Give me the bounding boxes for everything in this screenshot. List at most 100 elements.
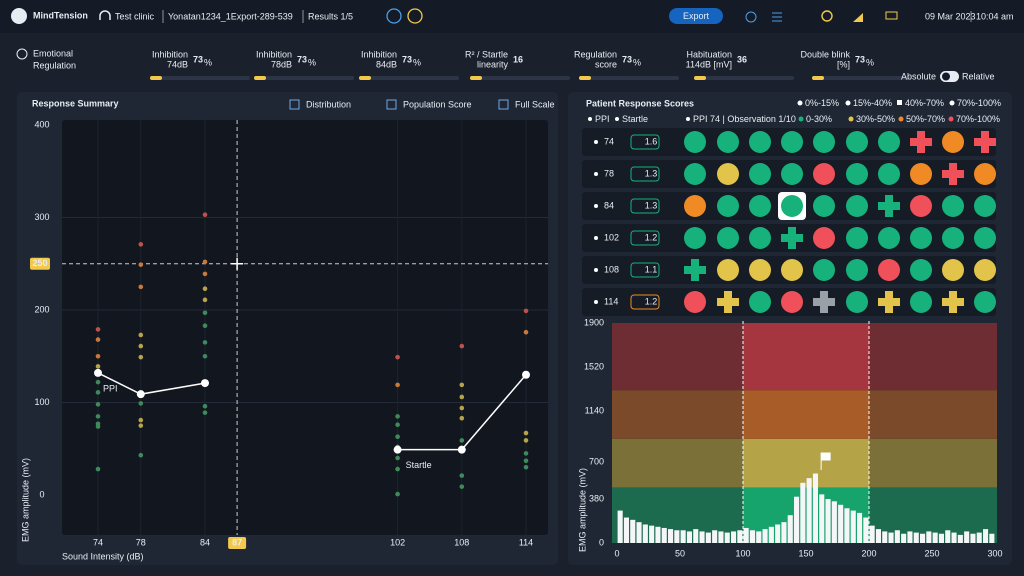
score-circle[interactable]: [846, 195, 868, 217]
toggle-relative[interactable]: Relative: [962, 71, 995, 81]
metric-unit: %: [308, 57, 316, 67]
score-circle[interactable]: [717, 131, 739, 153]
score-circle[interactable]: [684, 227, 706, 249]
score-circle[interactable]: [717, 163, 739, 185]
score-circle[interactable]: [813, 195, 835, 217]
score-circle[interactable]: [878, 259, 900, 281]
toggle-absolute[interactable]: Absolute: [901, 71, 936, 81]
profile-title: Emotional: [33, 48, 73, 58]
info-icon[interactable]: [745, 11, 757, 23]
score-circle[interactable]: [878, 227, 900, 249]
score-circle[interactable]: [878, 131, 900, 153]
score-circle[interactable]: [974, 227, 996, 249]
score-cross[interactable]: [781, 227, 803, 249]
score-circle[interactable]: [781, 291, 803, 313]
tool-button[interactable]: Distribution: [306, 99, 351, 109]
score-circle[interactable]: [749, 163, 771, 185]
score-circle[interactable]: [781, 131, 803, 153]
score-circle[interactable]: [813, 259, 835, 281]
score-circle[interactable]: [942, 227, 964, 249]
score-circle[interactable]: [846, 227, 868, 249]
y-tick-label: 1520: [584, 361, 604, 371]
score-circle[interactable]: [813, 163, 835, 185]
legend-icon: [897, 100, 902, 105]
score-circle[interactable]: [813, 227, 835, 249]
histogram-bar: [787, 515, 793, 543]
tool-button[interactable]: Full Scale: [515, 99, 555, 109]
score-circle[interactable]: [846, 291, 868, 313]
response-dot: [523, 464, 529, 470]
score-circle[interactable]: [781, 259, 803, 281]
prev-button[interactable]: [386, 8, 402, 24]
score-circle[interactable]: [749, 131, 771, 153]
score-cross[interactable]: [813, 291, 835, 313]
score-cross[interactable]: [878, 291, 900, 313]
score-cross[interactable]: [717, 291, 739, 313]
histogram-bar: [857, 512, 863, 543]
score-circle[interactable]: [717, 227, 739, 249]
score-circle[interactable]: [942, 131, 964, 153]
histogram-bar: [869, 525, 875, 543]
score-circle[interactable]: [749, 259, 771, 281]
row-marker: [594, 300, 598, 304]
next-button[interactable]: [407, 8, 423, 24]
response-point: [522, 370, 530, 379]
histogram-bar: [926, 531, 932, 543]
score-circle[interactable]: [942, 195, 964, 217]
score-circle[interactable]: [846, 131, 868, 153]
row-badge-value: 1.2: [645, 232, 658, 242]
score-circle[interactable]: [910, 291, 932, 313]
score-circle[interactable]: [813, 131, 835, 153]
score-circle[interactable]: [684, 163, 706, 185]
score-cross[interactable]: [878, 195, 900, 217]
score-circle[interactable]: [781, 163, 803, 185]
score-circle[interactable]: [684, 195, 706, 217]
x-tick-label: 84: [200, 537, 210, 547]
score-circle[interactable]: [749, 291, 771, 313]
metric-track: [150, 76, 250, 80]
legend-entry: 40%-70%: [905, 98, 944, 108]
score-cross[interactable]: [910, 131, 932, 153]
export-button[interactable]: [669, 8, 723, 24]
metric-label: Inhibition: [152, 49, 188, 59]
score-circle[interactable]: [878, 163, 900, 185]
score-cross[interactable]: [942, 163, 964, 185]
x-tick-label: 114: [519, 537, 533, 547]
settings-icon[interactable]: [772, 12, 782, 22]
score-cross[interactable]: [942, 291, 964, 313]
score-circle[interactable]: [846, 163, 868, 185]
score-circle[interactable]: [974, 291, 996, 313]
score-circle[interactable]: [684, 291, 706, 313]
legend-swatch: [686, 117, 690, 121]
time: 10:04 am: [976, 11, 1014, 21]
score-circle[interactable]: [717, 195, 739, 217]
response-dot: [395, 455, 400, 461]
score-circle[interactable]: [974, 259, 996, 281]
score-circle[interactable]: [910, 163, 932, 185]
histogram-bar: [737, 530, 743, 543]
response-dot: [138, 332, 144, 338]
profile-icon: [16, 48, 28, 60]
band-highlight: [743, 438, 869, 488]
score-circle[interactable]: [910, 259, 932, 281]
tool-icon: [386, 99, 397, 110]
results: Results 1/5: [308, 11, 353, 21]
score-circle[interactable]: [974, 195, 996, 217]
score-circle[interactable]: [974, 163, 996, 185]
score-circle[interactable]: [749, 227, 771, 249]
score-cross[interactable]: [684, 259, 706, 281]
x-axis-label: Sound Intensity (dB): [62, 551, 144, 561]
score-circle[interactable]: [846, 259, 868, 281]
score-circle[interactable]: [910, 227, 932, 249]
score-circle[interactable]: [910, 195, 932, 217]
score-circle[interactable]: [781, 195, 803, 217]
crosshair-x-value: 87: [232, 537, 242, 547]
score-cross[interactable]: [974, 131, 996, 153]
score-circle[interactable]: [684, 131, 706, 153]
score-circle[interactable]: [749, 195, 771, 217]
export-label[interactable]: Export: [683, 11, 710, 21]
score-circle[interactable]: [942, 259, 964, 281]
tool-button[interactable]: Population Score: [403, 99, 472, 109]
score-circle[interactable]: [717, 259, 739, 281]
